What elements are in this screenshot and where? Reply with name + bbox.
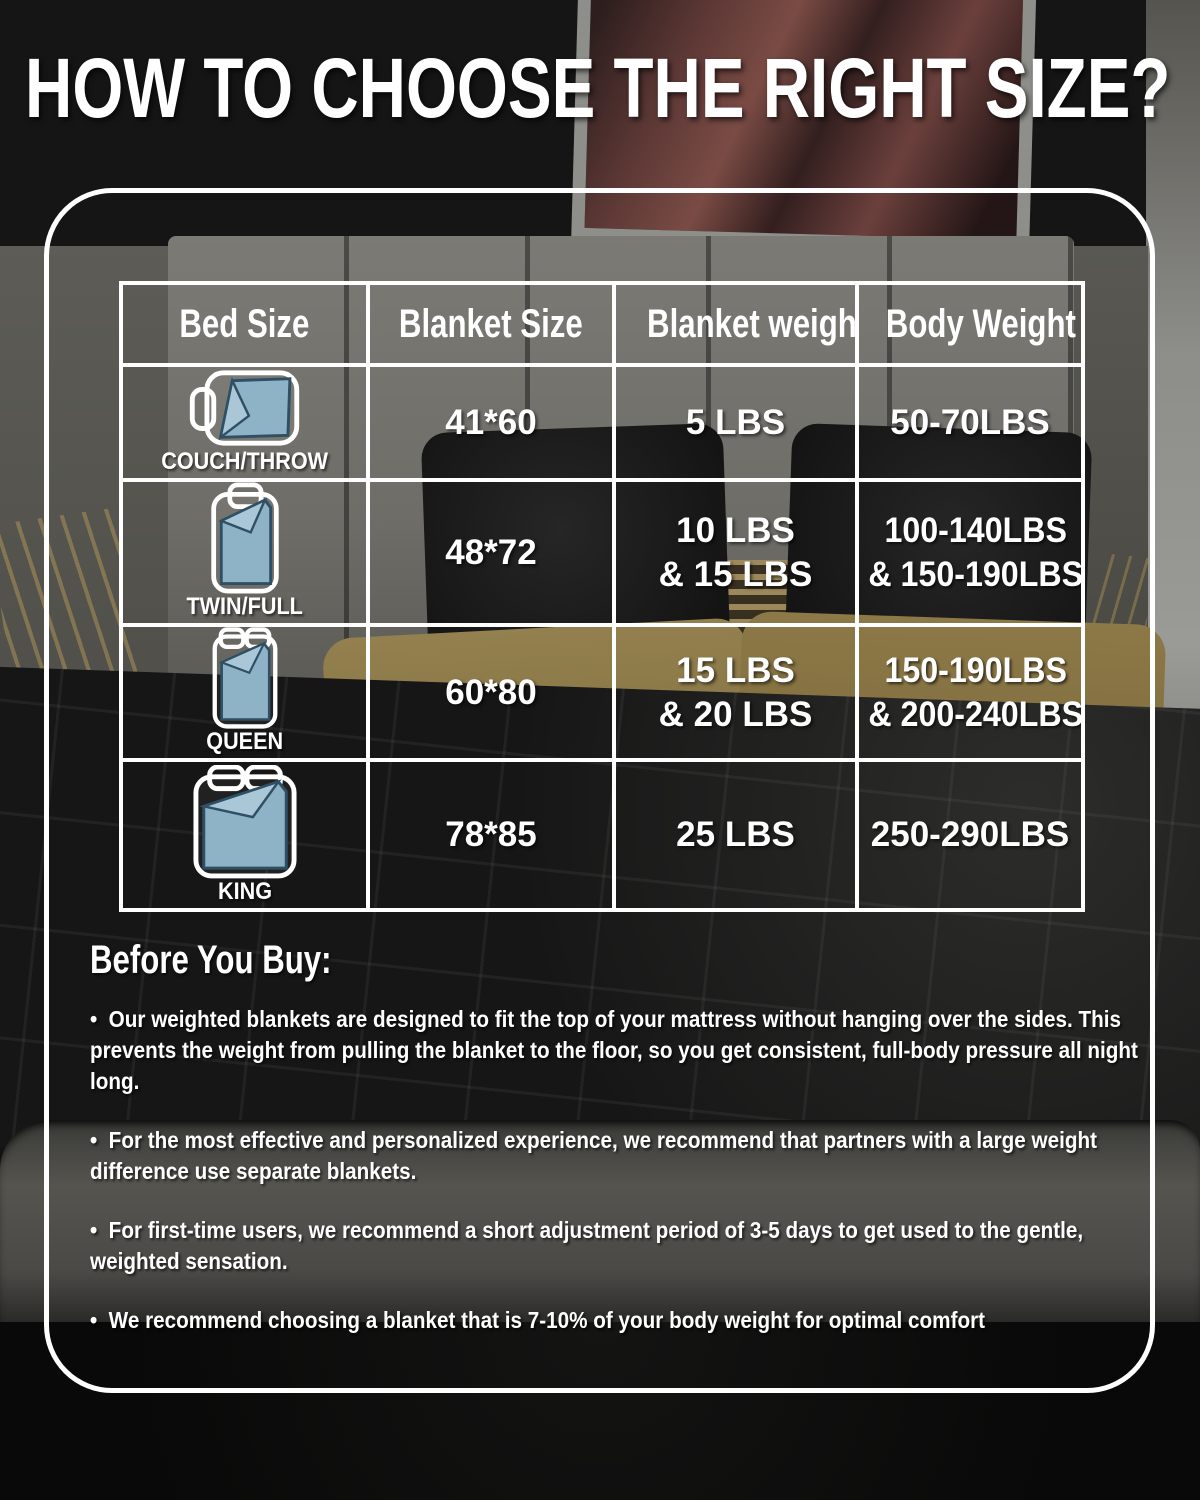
twin-full-bed-icon <box>210 484 279 594</box>
list-item: • For first-time users, we recommend a sh… <box>90 1215 1142 1277</box>
list-item: • For the most effective and personalized… <box>90 1125 1142 1187</box>
column-header-body-weight: Body Weight <box>855 281 1085 367</box>
blanket-size-cell: 78*85 <box>366 758 616 912</box>
bullet-icon: • <box>90 1006 98 1032</box>
body-weight-cell: 250-290LBS <box>855 758 1085 912</box>
bullet-icon: • <box>90 1307 98 1333</box>
bed-size-label: KING <box>217 878 272 905</box>
before-you-buy-list: • Our weighted blankets are designed to f… <box>90 1004 1200 1336</box>
bed-size-cell: KING <box>119 758 370 912</box>
bed-figure: TWIN/FULL <box>125 484 364 621</box>
bullet-text: Our weighted blankets are designed to fi… <box>90 1006 1138 1094</box>
bed-figure: KING <box>125 764 364 906</box>
body-weight-cell: 50-70LBS <box>855 363 1085 482</box>
before-you-buy-heading: Before You Buy: <box>90 938 332 982</box>
bullet-icon: • <box>90 1217 98 1243</box>
column-header-bed-size: Bed Size <box>119 281 370 367</box>
blanket-size-cell: 60*80 <box>366 623 616 762</box>
couch-throw-bed-icon <box>189 370 299 446</box>
mattress-sheet-band <box>0 1120 1200 1338</box>
blanket-weight-cell: 25 LBS <box>612 758 859 912</box>
table-row: COUCH/THROW 41*60 5 LBS 50-70LBS <box>119 363 1085 482</box>
list-item: • Our weighted blankets are designed to f… <box>90 1004 1142 1097</box>
bullet-icon: • <box>90 1127 98 1153</box>
blanket-weight-cell: 5 LBS <box>612 363 859 482</box>
blanket-weight-cell: 10 LBS & 15 LBS <box>612 478 859 627</box>
dark-floor <box>0 1322 1200 1500</box>
blanket-size-cell: 41*60 <box>366 363 616 482</box>
blanket-size-cell: 48*72 <box>366 478 616 627</box>
page-title-text: HOW TO CHOOSE THE RIGHT SIZE? <box>25 41 1171 135</box>
before-you-buy-section: Before You Buy: • Our weighted blankets a… <box>90 938 1155 1336</box>
table-header-row: Bed Size Blanket Size Blanket weight Bod… <box>119 281 1085 367</box>
bullet-text: For the most effective and personalized … <box>90 1127 1097 1184</box>
bed-size-cell: QUEEN <box>119 623 370 762</box>
column-header-blanket-size: Blanket Size <box>366 281 616 367</box>
page-title: HOW TO CHOOSE THE RIGHT SIZE? <box>25 46 1200 130</box>
body-weight-cell: 150-190LBS & 200-240LBS <box>855 623 1085 762</box>
bed-size-cell: TWIN/FULL <box>119 478 370 627</box>
bed-figure: QUEEN <box>125 629 364 756</box>
bullet-text: For first-time users, we recommend a sho… <box>90 1217 1084 1274</box>
list-item: • We recommend choosing a blanket that is… <box>90 1305 1142 1336</box>
bed-figure: COUCH/THROW <box>125 369 364 476</box>
body-weight-cell: 100-140LBS & 150-190LBS <box>855 478 1085 627</box>
blanket-weight-cell: 15 LBS & 20 LBS <box>612 623 859 762</box>
column-header-blanket-weight: Blanket weight <box>612 281 859 367</box>
bed-size-label: TWIN/FULL <box>186 593 303 620</box>
table-row: TWIN/FULL 48*72 10 LBS & 15 LBS 100-140L… <box>119 478 1085 627</box>
table-row: KING 78*85 25 LBS 250-290LBS <box>119 758 1085 912</box>
bed-size-label: QUEEN <box>206 728 283 755</box>
size-guide-table: Bed Size Blanket Size Blanket weight Bod… <box>119 281 1085 912</box>
bullet-text: We recommend choosing a blanket that is … <box>108 1307 986 1333</box>
content-panel-border <box>44 188 1155 1393</box>
bed-size-label: COUCH/THROW <box>161 448 328 475</box>
queen-bed-icon <box>212 629 277 729</box>
king-bed-icon <box>192 765 297 879</box>
bed-size-cell: COUCH/THROW <box>119 363 370 482</box>
table-row: QUEEN 60*80 15 LBS & 20 LBS 150-190LBS &… <box>119 623 1085 762</box>
